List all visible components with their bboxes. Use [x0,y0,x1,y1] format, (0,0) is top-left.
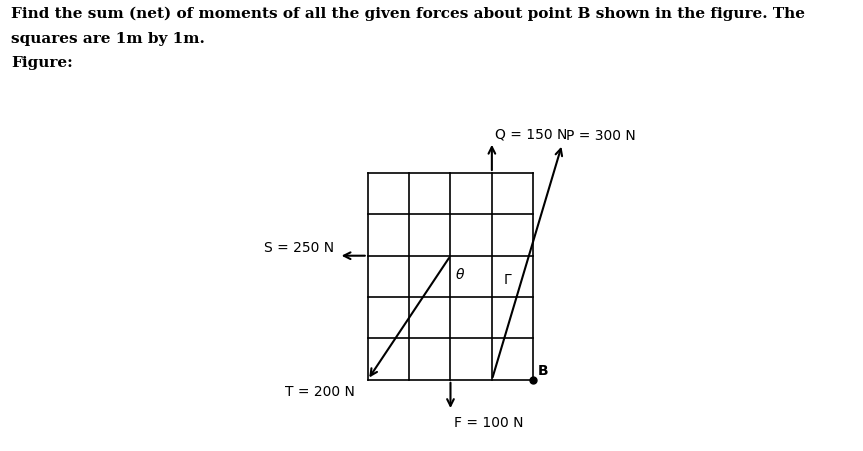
Text: S = 250 N: S = 250 N [264,240,334,254]
Text: squares are 1m by 1m.: squares are 1m by 1m. [11,32,205,46]
Text: Q = 150 N: Q = 150 N [495,127,568,141]
Text: Figure:: Figure: [11,56,73,70]
Text: Find the sum (net) of moments of all the given forces about point B shown in the: Find the sum (net) of moments of all the… [11,7,805,21]
Text: F = 100 N: F = 100 N [454,415,523,429]
Text: T = 200 N: T = 200 N [285,384,355,398]
Text: $\theta$: $\theta$ [456,267,466,281]
Text: $\Gamma$: $\Gamma$ [503,273,513,287]
Text: B: B [538,363,548,377]
Text: P = 300 N: P = 300 N [565,129,635,143]
